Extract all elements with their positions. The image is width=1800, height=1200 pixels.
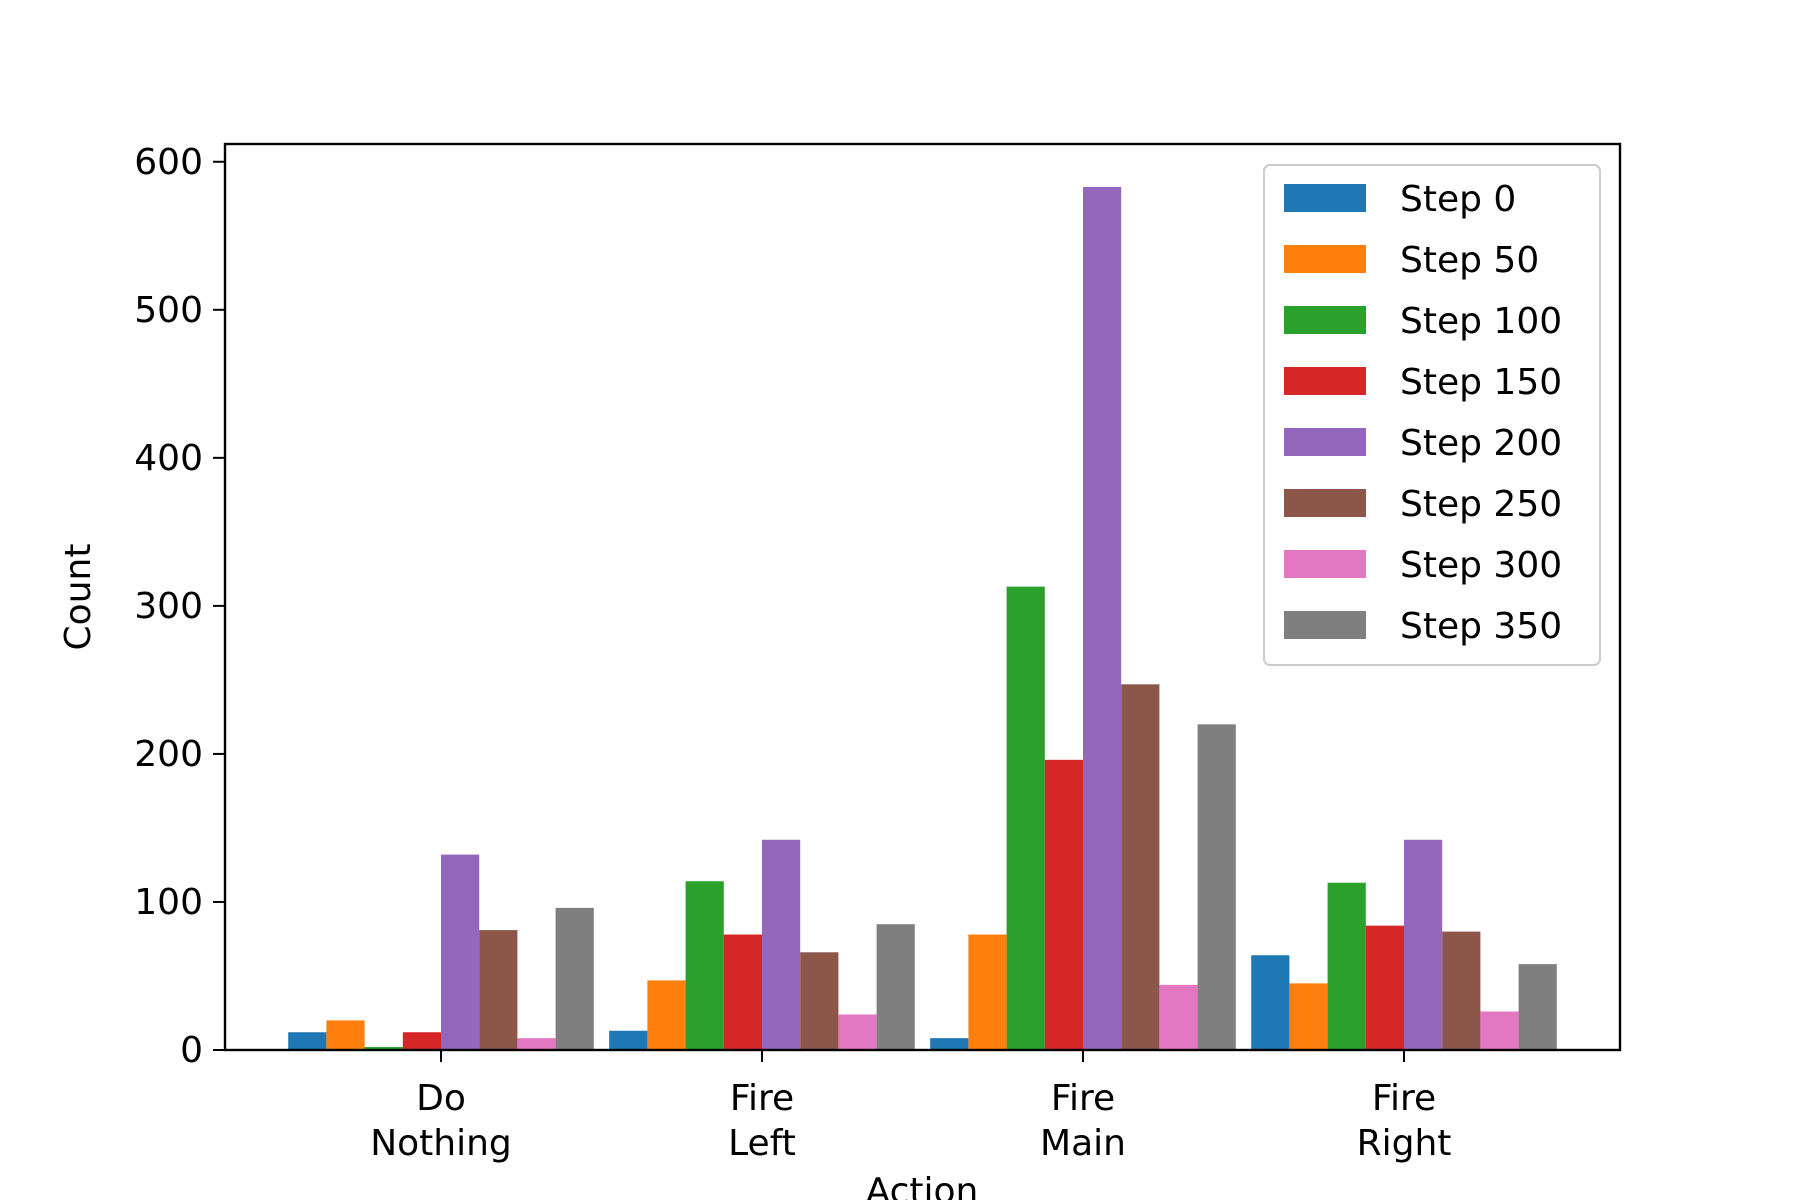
x-tick-label: Fire	[730, 1078, 794, 1119]
bar	[1121, 684, 1160, 1050]
bar	[441, 854, 480, 1050]
legend-swatch	[1284, 428, 1366, 456]
bar	[1251, 955, 1290, 1050]
legend-label: Step 100	[1400, 301, 1562, 342]
bar	[968, 934, 1007, 1050]
bar	[1006, 586, 1045, 1050]
bar	[647, 980, 686, 1050]
bar	[800, 952, 839, 1050]
bar	[1404, 839, 1443, 1050]
bar	[402, 1032, 441, 1050]
x-tick-label: Main	[1040, 1123, 1126, 1164]
y-axis-label: Count	[58, 544, 99, 651]
legend-label: Step 50	[1400, 240, 1539, 281]
bar	[930, 1038, 969, 1050]
bar	[723, 934, 762, 1050]
legend-swatch	[1284, 306, 1366, 334]
x-tick-label: Left	[728, 1123, 796, 1164]
legend-label: Step 200	[1400, 423, 1562, 464]
legend-swatch	[1284, 367, 1366, 395]
y-tick-label: 600	[134, 142, 203, 183]
legend-swatch	[1284, 184, 1366, 212]
y-tick-label: 200	[134, 734, 203, 775]
bar	[326, 1020, 365, 1050]
legend: Step 0 Step 50 Step 100 Step 150 Step 200 Ste…	[1263, 164, 1601, 666]
y-axis: 0 100 200 300 400 500 600	[134, 142, 225, 1071]
bar	[517, 1038, 556, 1050]
legend-swatch	[1284, 611, 1366, 639]
bar	[1159, 984, 1198, 1050]
bar	[1083, 186, 1122, 1050]
legend-box	[1263, 164, 1601, 666]
x-axis-label: Action	[866, 1171, 979, 1200]
plot-frame	[223, 142, 1622, 1052]
bar	[1365, 925, 1404, 1050]
y-tick-label: 500	[134, 290, 203, 331]
bar	[1197, 724, 1236, 1050]
y-tick-label: 400	[134, 438, 203, 479]
legend-label: Step 150	[1400, 362, 1562, 403]
y-tick-label: 0	[180, 1030, 203, 1071]
legend-label: Step 250	[1400, 484, 1562, 525]
legend-swatch	[1284, 489, 1366, 517]
bar	[288, 1032, 327, 1050]
x-tick-label: Fire	[1051, 1078, 1115, 1119]
x-tick-label: Fire	[1372, 1078, 1436, 1119]
legend-swatch	[1284, 550, 1366, 578]
x-tick-label: Nothing	[370, 1123, 512, 1164]
x-tick-label: Do	[416, 1078, 466, 1119]
legend-swatch	[1284, 245, 1366, 273]
legend-label: Step 350	[1400, 606, 1562, 647]
legend-label: Step 300	[1400, 545, 1562, 586]
bar	[685, 881, 724, 1050]
bar	[1289, 983, 1328, 1050]
bar	[762, 839, 801, 1050]
bar	[1044, 759, 1083, 1050]
bar	[555, 907, 594, 1050]
bar	[609, 1030, 648, 1050]
bar	[838, 1014, 877, 1050]
bar	[1480, 1011, 1519, 1050]
legend-label: Step 0	[1400, 179, 1516, 220]
bar	[1442, 931, 1481, 1050]
bar	[1518, 964, 1557, 1050]
bar	[876, 924, 915, 1050]
x-tick-label: Right	[1357, 1123, 1452, 1164]
bar	[364, 1047, 403, 1050]
y-tick-label: 300	[134, 586, 203, 627]
bars	[288, 186, 1557, 1050]
bar	[479, 930, 518, 1050]
y-tick-label: 100	[134, 882, 203, 923]
bar	[1327, 882, 1366, 1050]
